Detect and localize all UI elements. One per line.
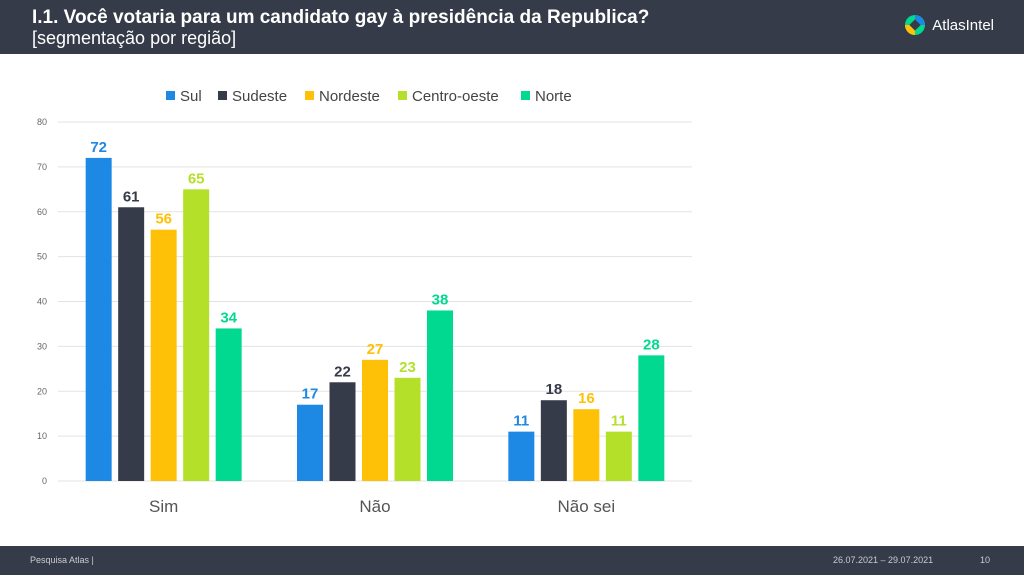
bar	[183, 189, 210, 481]
page-number: 10	[980, 555, 991, 565]
footer-dates: 26.07.2021 – 29.07.2021	[833, 555, 934, 565]
x-category-label: Não sei	[558, 497, 616, 516]
legend-label: Centro-oeste	[412, 88, 499, 105]
y-tick-label: 20	[37, 386, 47, 396]
bar	[297, 404, 323, 481]
y-tick-label: 70	[37, 162, 47, 172]
y-tick-label: 50	[37, 252, 47, 262]
data-label: 34	[220, 309, 237, 326]
footer-source: Pesquisa Atlas |	[30, 555, 94, 565]
bar	[215, 328, 242, 481]
bar	[427, 310, 453, 481]
data-label: 56	[155, 211, 172, 228]
bar	[118, 207, 145, 481]
x-category-label: Não	[359, 497, 390, 516]
bar-chart: 0 10 20 30 40 50 60 70 80 72 61 56 65 34 Sim 17 22 27 23 38…	[37, 88, 692, 516]
y-tick-label: 40	[37, 297, 47, 307]
footer-bar: Pesquisa Atlas | 26.07.2021 – 29.07.2021…	[0, 546, 1024, 575]
data-label: 16	[578, 390, 595, 407]
data-label: 18	[545, 381, 562, 398]
bar	[150, 229, 177, 481]
bar	[329, 382, 356, 481]
legend-swatch	[398, 91, 407, 100]
x-category-label: Sim	[149, 497, 178, 516]
data-label: 11	[611, 413, 627, 430]
legend-label: Norte	[535, 88, 572, 105]
y-tick-label: 10	[37, 431, 47, 441]
data-label: 27	[367, 341, 384, 358]
page-subtitle: [segmentação por região]	[32, 28, 237, 48]
y-tick-label: 60	[37, 207, 47, 217]
bar	[394, 377, 421, 481]
atlasintel-logo-icon	[905, 15, 926, 35]
bar	[362, 359, 388, 481]
data-label: 23	[399, 359, 416, 376]
logo-text: AtlasIntel	[932, 16, 994, 34]
data-label: 11	[513, 413, 529, 430]
bar	[573, 409, 600, 481]
legend-swatch	[521, 91, 530, 100]
legend-label: Sul	[180, 88, 202, 105]
data-label: 65	[188, 170, 205, 187]
data-label: 28	[643, 336, 660, 353]
logo: AtlasIntel	[904, 14, 994, 36]
page-title: I.1. Você votaria para um candidato gay …	[32, 7, 650, 28]
bar	[605, 431, 632, 481]
bar	[508, 431, 535, 481]
bar	[540, 400, 567, 481]
legend-swatch	[166, 91, 175, 100]
data-label: 72	[90, 139, 107, 156]
legend-swatch	[218, 91, 227, 100]
header-bar: I.1. Você votaria para um candidato gay …	[0, 0, 1024, 54]
y-tick-label: 80	[37, 117, 47, 127]
data-label: 22	[334, 363, 351, 380]
bar	[85, 157, 112, 481]
y-tick-label: 30	[37, 341, 47, 351]
data-label: 61	[123, 188, 140, 205]
bar	[638, 355, 665, 481]
legend-label: Sudeste	[232, 88, 287, 105]
y-tick-label: 0	[42, 476, 47, 486]
data-label: 38	[432, 291, 449, 308]
data-label: 17	[302, 386, 319, 403]
legend-swatch	[305, 91, 314, 100]
legend-label: Nordeste	[319, 88, 380, 105]
